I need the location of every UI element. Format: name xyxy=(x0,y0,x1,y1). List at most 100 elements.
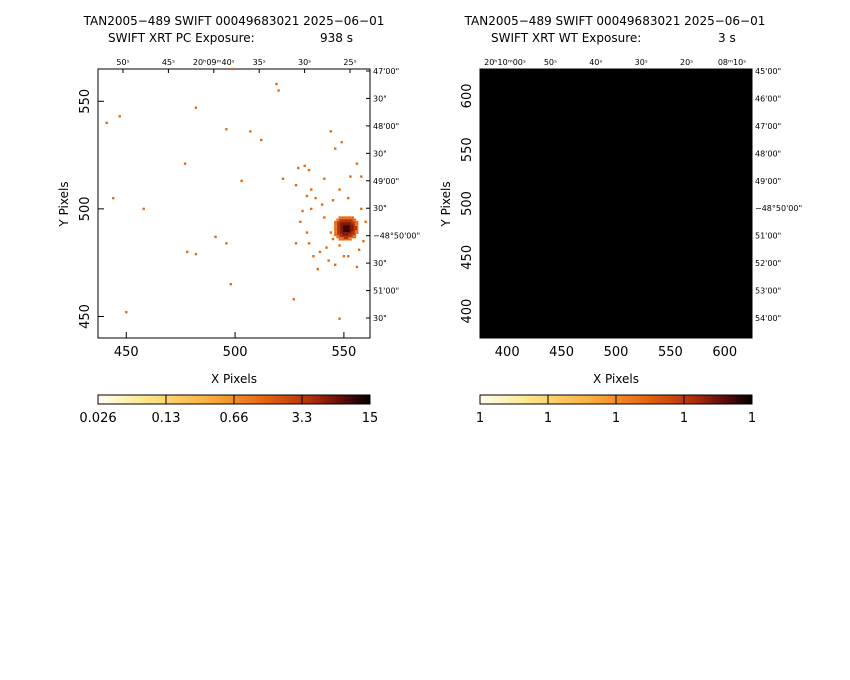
source-pixel xyxy=(337,228,340,231)
source-pixel xyxy=(350,221,353,224)
ra-tick-label: 35ˢ xyxy=(253,58,266,67)
count-pixel xyxy=(357,248,361,251)
count-pixel xyxy=(329,130,333,133)
source-pixel xyxy=(352,225,355,229)
count-pixel xyxy=(225,128,228,131)
source-pixel xyxy=(352,232,355,235)
source-pixel xyxy=(353,222,357,226)
wt-plot-frame xyxy=(479,68,753,339)
source-pixel xyxy=(348,222,352,225)
source-pixel xyxy=(354,225,357,229)
source-pixel xyxy=(340,231,343,234)
count-pixel xyxy=(331,237,335,241)
source-pixel xyxy=(344,222,347,225)
source-pixel xyxy=(337,232,340,235)
source-pixel xyxy=(338,236,341,239)
source-pixel xyxy=(356,229,359,232)
colorbar-label: 15 xyxy=(362,411,379,426)
count-pixel xyxy=(260,138,263,142)
pc-source-blob xyxy=(334,216,359,241)
source-pixel xyxy=(342,233,345,236)
source-pixel xyxy=(351,233,354,237)
dec-tick-label: −48°50'00" xyxy=(373,232,420,241)
ra-tick-label: 20ˢ xyxy=(680,58,693,67)
source-pixel xyxy=(345,234,349,237)
source-pixel xyxy=(349,236,352,239)
count-pixel xyxy=(292,298,296,301)
x-tick-label: 500 xyxy=(223,345,248,360)
source-pixel xyxy=(345,238,348,241)
y-tick-label: 450 xyxy=(78,304,93,329)
wt-axes: 400 450 500 550 600 400 450 500 550 600 20ʰ10ᵐ00ˢ 5… xyxy=(460,58,802,360)
count-pixel xyxy=(355,265,359,269)
source-pixel xyxy=(348,232,351,235)
source-pixel xyxy=(347,236,350,239)
source-pixel xyxy=(342,238,346,241)
source-pixel xyxy=(340,228,343,232)
count-pixel xyxy=(333,263,337,267)
count-pixel xyxy=(314,196,317,200)
ra-tick-label: 50ˢ xyxy=(116,58,129,67)
dec-tick-label: 30" xyxy=(373,259,387,268)
dec-tick-label: 46'00" xyxy=(755,94,781,103)
count-pixel xyxy=(294,242,298,245)
pc-count-pixels xyxy=(105,67,367,320)
count-pixel xyxy=(312,255,315,258)
source-pixel xyxy=(344,233,347,236)
ra-tick-label: 40ˢ xyxy=(589,58,602,67)
count-pixel xyxy=(277,89,280,92)
source-pixel xyxy=(346,233,349,236)
source-pixel xyxy=(348,224,352,227)
wt-exposure-label: SWIFT XRT WT Exposure: xyxy=(491,31,641,45)
pc-title: TAN2005−489 SWIFT 00049683021 2025−06−01 xyxy=(83,14,385,28)
colorbar-label: 1 xyxy=(544,411,552,426)
source-pixel xyxy=(345,219,349,222)
wt-exposure-value: 3 s xyxy=(718,31,736,45)
source-pixel xyxy=(352,230,355,233)
x-tick-label: 500 xyxy=(604,345,629,360)
y-tick-label: 450 xyxy=(460,245,475,270)
colorbar-label: 0.66 xyxy=(220,411,249,426)
wt-panel: TAN2005−489 SWIFT 00049683021 2025−06−01… xyxy=(439,14,802,426)
y-tick-label: 550 xyxy=(460,137,475,162)
source-pixel xyxy=(350,230,353,233)
source-pixel xyxy=(348,234,351,237)
count-pixel xyxy=(275,82,278,86)
dec-tick-label: 48'00" xyxy=(755,149,781,158)
colorbar-label: 1 xyxy=(748,411,756,426)
count-pixel xyxy=(327,259,330,262)
count-pixel xyxy=(194,252,198,256)
colorbar-label: 0.026 xyxy=(79,411,116,426)
source-pixel xyxy=(347,238,350,241)
source-pixel xyxy=(351,216,354,219)
ra-tick-label: 50ˢ xyxy=(544,58,557,67)
source-pixel xyxy=(340,222,343,225)
source-pixel xyxy=(356,220,359,223)
source-pixel xyxy=(348,231,352,234)
source-pixel xyxy=(343,225,346,228)
source-pixel xyxy=(337,230,340,233)
colorbar-label: 1 xyxy=(612,411,620,426)
source-pixel xyxy=(339,234,342,237)
source-pixel xyxy=(348,219,351,222)
pc-panel: TAN2005−489 SWIFT 00049683021 2025−06−01… xyxy=(57,14,420,426)
colorbar-label: 3.3 xyxy=(292,411,313,426)
wt-y-axis-label: Y Pixels xyxy=(439,181,453,227)
y-tick-label: 600 xyxy=(460,83,475,108)
count-pixel xyxy=(142,207,145,211)
colorbar-label: 1 xyxy=(680,411,688,426)
dec-tick-label: 51'00" xyxy=(373,287,399,296)
x-tick-label: 450 xyxy=(549,345,574,360)
ra-tick-label: 30ˢ xyxy=(298,58,311,67)
source-pixel xyxy=(351,218,354,221)
count-pixel xyxy=(338,317,341,320)
source-pixel xyxy=(336,233,339,237)
count-pixel xyxy=(125,310,128,314)
count-pixel xyxy=(301,209,304,213)
count-pixel xyxy=(331,199,335,202)
source-pixel xyxy=(349,238,352,241)
count-pixel xyxy=(325,246,328,249)
source-pixel xyxy=(351,226,354,229)
pc-axes: 450 500 550 450 500 550 50ˢ 45ˢ 20ʰ09ᵐ40ˢ 35ˢ 30ˢ 2… xyxy=(78,58,420,360)
